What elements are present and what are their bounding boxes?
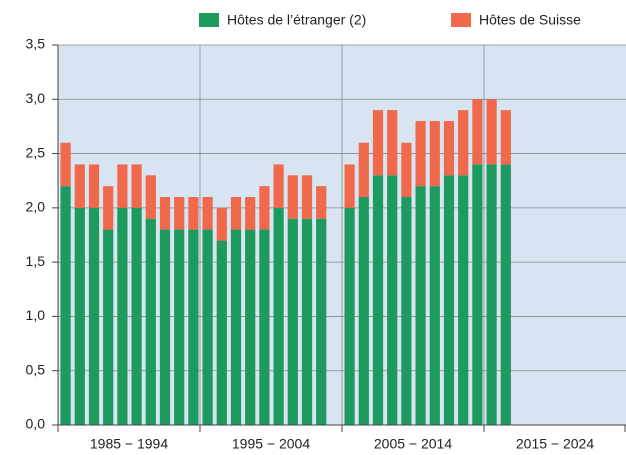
- legend-label: Hôtes de Suisse: [479, 12, 581, 28]
- bar-segment: [443, 175, 455, 425]
- bar-segment: [202, 229, 213, 425]
- x-group-label: 2015 − 2024: [516, 436, 594, 452]
- bar-segment: [316, 218, 327, 425]
- bar-segment: [88, 164, 100, 208]
- bar-segment: [60, 186, 71, 425]
- bar-segment: [387, 110, 398, 176]
- bar-segment: [387, 175, 398, 425]
- legend-swatch: [451, 13, 471, 27]
- bar-segment: [500, 110, 511, 165]
- bar-segment: [500, 164, 511, 425]
- bar-segment: [88, 207, 100, 425]
- bar-segment: [372, 110, 384, 176]
- bar-segment: [486, 99, 497, 165]
- bar-segment: [273, 164, 284, 208]
- bar-segment: [486, 164, 497, 425]
- bar-segment: [174, 229, 185, 425]
- y-tick-label: 1,5: [26, 253, 46, 269]
- bar-segment: [358, 142, 369, 197]
- bar-segment: [401, 142, 412, 197]
- bar-segment: [316, 186, 327, 219]
- bar-segment: [188, 197, 199, 230]
- bar-segment: [344, 164, 355, 208]
- y-tick-label: 2,5: [26, 144, 46, 160]
- y-tick-label: 1,0: [26, 307, 46, 323]
- bar-segment: [131, 164, 142, 208]
- bar-segment: [273, 207, 284, 425]
- bar-segment: [145, 175, 156, 219]
- legend-swatch: [199, 13, 219, 27]
- x-group-label: 1985 − 1994: [90, 436, 168, 452]
- bar-segment: [245, 229, 256, 425]
- bar-segment: [159, 229, 171, 425]
- bar-segment: [174, 197, 185, 230]
- bar-segment: [188, 229, 199, 425]
- bar-segment: [358, 197, 369, 425]
- x-group-label: 2005 − 2014: [374, 436, 452, 452]
- bar-segment: [74, 164, 85, 208]
- bar-segment: [443, 121, 455, 176]
- y-tick-label: 0,0: [26, 416, 46, 432]
- bar-segment: [216, 240, 227, 425]
- bar-segment: [472, 164, 483, 425]
- bar-segment: [429, 121, 440, 187]
- bar-segment: [415, 121, 426, 187]
- y-tick-label: 3,0: [26, 90, 46, 106]
- bar-segment: [145, 218, 156, 425]
- bar-segment: [458, 175, 469, 425]
- y-tick-label: 2,0: [26, 199, 46, 215]
- bar-segment: [301, 218, 313, 425]
- bar-segment: [60, 142, 71, 187]
- bar-segment: [103, 186, 114, 230]
- bar-segment: [287, 218, 298, 425]
- bar-segment: [415, 186, 426, 425]
- bar-segment: [117, 207, 128, 425]
- bar-segment: [344, 207, 355, 425]
- bar-segment: [429, 186, 440, 425]
- y-tick-label: 0,5: [26, 361, 46, 377]
- bar-segment: [372, 175, 384, 425]
- bar-segment: [216, 207, 227, 241]
- x-group-label: 1995 − 2004: [232, 436, 310, 452]
- bar-segment: [117, 164, 128, 208]
- bar-segment: [103, 229, 114, 425]
- bar-segment: [74, 207, 85, 425]
- bar-segment: [245, 197, 256, 230]
- bar-segment: [301, 175, 313, 219]
- y-tick-label: 3,5: [26, 36, 46, 52]
- bar-segment: [472, 99, 483, 165]
- bar-segment: [131, 207, 142, 425]
- bar-segment: [230, 229, 242, 425]
- bar-segment: [287, 175, 298, 219]
- bar-segment: [259, 229, 270, 425]
- bar-segment: [401, 197, 412, 425]
- bar-segment: [159, 197, 171, 230]
- bar-segment: [259, 186, 270, 230]
- bar-segment: [230, 197, 242, 230]
- legend-label: Hôtes de l’étranger (2): [227, 12, 366, 28]
- bar-segment: [458, 110, 469, 176]
- bar-segment: [202, 197, 213, 230]
